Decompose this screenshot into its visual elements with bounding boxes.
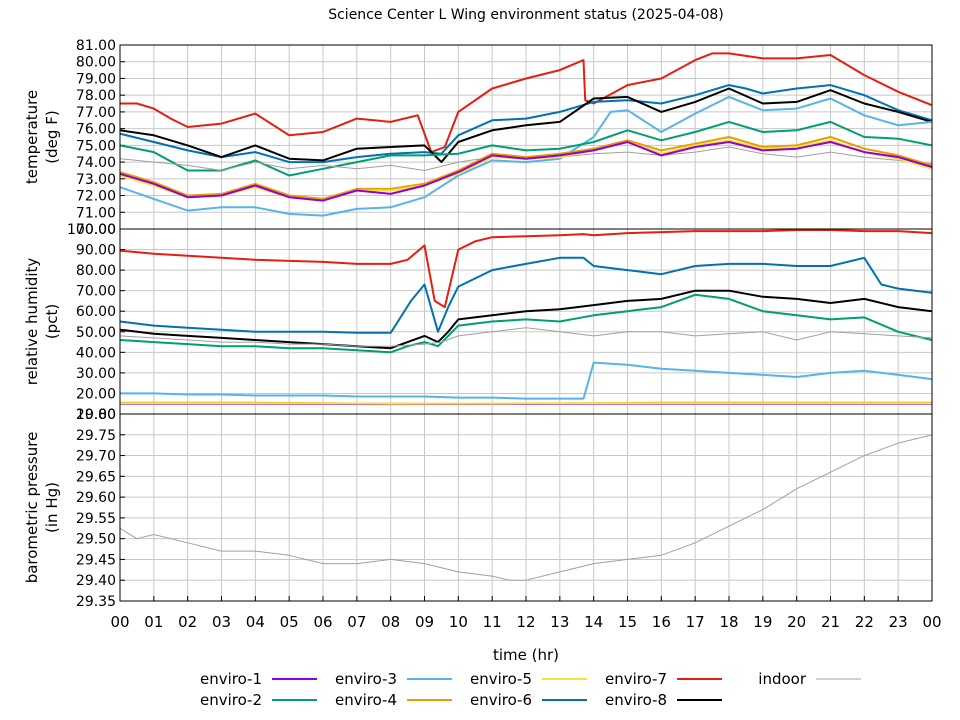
y-tick-label: 29.65 (76, 469, 116, 485)
panel-humidity: 10.00 20.00 30.00 40.00 50.00 60.00 70.00 80.00… (23, 222, 933, 423)
x-tick-label: 06 (313, 613, 332, 631)
y-tick-label: 30.00 (76, 366, 116, 382)
series-line-enviro-7 (120, 229, 932, 309)
series-group (120, 52, 932, 217)
x-tick-label: 12 (516, 613, 535, 631)
series-line-enviro-2 (120, 293, 932, 354)
series-line-enviro-6 (120, 84, 932, 164)
legend-label-enviro-5: enviro-5 (470, 670, 532, 688)
y-tick-label: 29.60 (76, 490, 116, 506)
x-tick-label: 10 (449, 613, 468, 631)
series-line-enviro-3 (120, 95, 932, 217)
series-line-indoor (120, 434, 932, 581)
y-tick-label: 81.00 (76, 38, 116, 54)
y-tick-label: 29.40 (76, 573, 116, 589)
x-tick-label: 08 (381, 613, 400, 631)
y-tick-label: 72.00 (76, 189, 116, 205)
x-tick-label: 18 (719, 613, 738, 631)
legend-label-indoor: indoor (758, 670, 807, 688)
legend-label-enviro-1: enviro-1 (200, 670, 262, 688)
x-tick-label: 04 (246, 613, 265, 631)
x-tick-label: 00 (110, 613, 129, 631)
legend-label-enviro-6: enviro-6 (470, 691, 532, 709)
series-line-enviro-1 (120, 141, 932, 202)
series-line-enviro-8 (120, 289, 932, 350)
y-tick-label: 50.00 (76, 325, 116, 341)
series-line-enviro-2 (120, 120, 932, 177)
series-group (120, 434, 932, 581)
y-tick-label: 20.00 (76, 386, 116, 402)
series-line-enviro-4 (120, 136, 932, 200)
x-tick-label: 05 (280, 613, 299, 631)
y-tick-label: 29.35 (76, 594, 116, 610)
y-tick-label: 73.00 (76, 172, 116, 188)
y-tick-label: 29.75 (76, 428, 116, 444)
x-tick-label: 13 (550, 613, 569, 631)
x-tick-label: 02 (178, 613, 197, 631)
x-tick-label: 09 (415, 613, 434, 631)
series-line-enviro-3 (120, 361, 932, 400)
legend-label-enviro-7: enviro-7 (605, 670, 667, 688)
chart-title: Science Center L Wing environment status… (328, 7, 724, 23)
y-tick-label: 77.00 (76, 105, 116, 121)
x-tick-label: 11 (483, 613, 502, 631)
series-line-enviro-8 (120, 87, 932, 164)
legend-label-enviro-4: enviro-4 (335, 691, 397, 709)
y-tick-label: 80.00 (76, 55, 116, 71)
y-axis-label: relative humidity (pct) (23, 258, 61, 386)
x-tick-label: 14 (584, 613, 603, 631)
y-tick-label: 79.00 (76, 71, 116, 87)
x-axis-label: time (hr) (493, 646, 559, 664)
y-tick-label: 80.00 (76, 263, 116, 279)
series-group (120, 229, 932, 406)
x-tick-label: 20 (787, 613, 806, 631)
y-tick-label: 90.00 (76, 243, 116, 259)
legend-label-enviro-2: enviro-2 (200, 691, 262, 709)
x-tick-label: 07 (347, 613, 366, 631)
x-tick-label: 21 (821, 613, 840, 631)
y-tick-label: 29.70 (76, 449, 116, 465)
x-tick-label: 15 (618, 613, 637, 631)
y-tick-label: 78.00 (76, 88, 116, 104)
y-tick-label: 70.00 (76, 284, 116, 300)
x-tick-label: 00 (922, 613, 941, 631)
y-axis-label: temperature (deg F) (23, 90, 61, 184)
x-tick-label: 01 (144, 613, 163, 631)
y-tick-label: 71.00 (76, 205, 116, 221)
x-tick-label: 19 (753, 613, 772, 631)
y-tick-label: 70.00 (76, 222, 116, 238)
y-tick-label: 60.00 (76, 304, 116, 320)
x-tick-label: 03 (212, 613, 231, 631)
y-axis-label: barometric pressure (in Hg) (23, 432, 61, 584)
series-line-indoor (120, 327, 932, 347)
legend-label-enviro-3: enviro-3 (335, 670, 397, 688)
legend: enviro-1 enviro-2 enviro-3 enviro-4 enviro-5… (200, 670, 861, 709)
y-tick-label: 76.00 (76, 122, 116, 138)
series-line-enviro-6 (120, 256, 932, 334)
series-line-enviro-7 (120, 52, 932, 154)
y-tick-label: 29.55 (76, 511, 116, 527)
y-tick-label: 100.00 (67, 222, 116, 238)
y-tick-label: 10.00 (76, 407, 116, 423)
panel-temperature: 70.0071.0072.0073.0074.0075.0076.0077.00… (23, 38, 933, 238)
x-tick-label: 17 (686, 613, 705, 631)
y-tick-label: 40.00 (76, 345, 116, 361)
x-tick-label: 22 (855, 613, 874, 631)
panel-pressure: 29.35 29.40 29.45 29.50 29.55 29.60 29.65 29.70… (23, 407, 933, 610)
y-tick-label: 29.50 (76, 532, 116, 548)
x-tick-label: 16 (652, 613, 671, 631)
y-tick-label: 29.45 (76, 552, 116, 568)
y-tick-label: 29.80 (76, 407, 116, 423)
x-tick-label: 23 (889, 613, 908, 631)
y-tick-label: 75.00 (76, 138, 116, 154)
legend-label-enviro-8: enviro-8 (605, 691, 667, 709)
y-tick-label: 74.00 (76, 155, 116, 171)
